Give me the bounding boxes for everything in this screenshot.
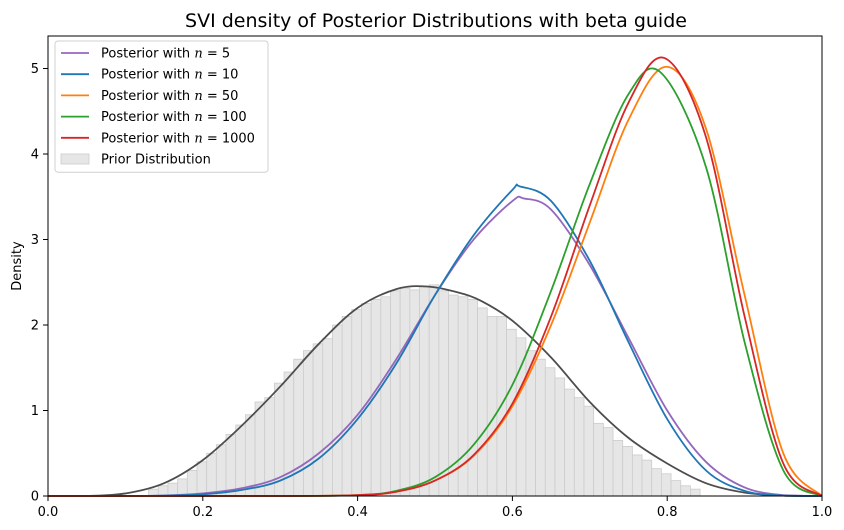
prior-hist-bar: [612, 440, 624, 497]
prior-hist-bar: [680, 485, 691, 497]
y-tick-label: 1: [31, 404, 39, 419]
series-lines: [48, 56, 823, 497]
prior-hist-bar: [670, 480, 682, 497]
prior-hist-bar: [631, 454, 643, 497]
prior-hist-bar: [690, 488, 701, 497]
prior-hist-bar: [390, 290, 401, 497]
y-tick-label: 4: [31, 147, 39, 162]
prior-hist-bar: [380, 296, 391, 497]
x-tick-label: 0.8: [657, 505, 678, 520]
y-tick-label: 0: [31, 490, 39, 505]
prior-hist-bar: [573, 397, 585, 497]
prior-hist-bar: [399, 287, 411, 497]
prior-hist-bar: [157, 485, 169, 497]
prior-hist-bar: [186, 469, 198, 497]
series-line-1: [48, 183, 823, 497]
x-tick-label: 1.0: [812, 505, 833, 520]
plot-frame: [47, 35, 823, 497]
prior-hist-bar: [486, 316, 498, 497]
y-tick-label: 5: [31, 62, 39, 77]
prior-hist-bar: [322, 338, 333, 497]
prior-hist-bar: [409, 289, 420, 497]
x-tick-label: 0.4: [347, 505, 368, 520]
prior-hist-bar: [303, 350, 314, 497]
prior-hist-bar: [535, 358, 546, 497]
prior-hist-bar: [515, 337, 527, 497]
prior-hist-bar: [206, 452, 217, 497]
prior-hist-bar: [564, 388, 575, 497]
prior-hist-bar: [341, 316, 353, 497]
prior-hist-bar: [215, 444, 227, 497]
legend-label-2: Posterior with n = 50: [101, 89, 238, 104]
prior-hist-bar: [351, 309, 362, 497]
x-tick-label: 0.0: [38, 505, 59, 520]
prior-hist-bar: [370, 298, 382, 497]
legend-label-3: Posterior with n = 100: [101, 110, 247, 125]
chart-title: SVI density of Posterior Distributions w…: [185, 10, 687, 32]
legend-label-0: Posterior with n = 5: [101, 47, 230, 62]
prior-hist-bar: [448, 294, 459, 497]
y-tick-label: 2: [31, 318, 39, 333]
x-tick-label: 0.2: [192, 505, 213, 520]
prior-hist-bar: [312, 343, 324, 497]
prior-hist-bar: [293, 358, 304, 497]
prior-hist-bar: [544, 367, 556, 497]
prior-hist-bar: [235, 424, 246, 497]
prior-hist-bar: [477, 307, 488, 497]
prior-hist-bar: [554, 377, 566, 497]
y-tick-label: 3: [31, 233, 39, 248]
prior-hist-bar: [641, 459, 653, 497]
legend-box: [54, 40, 269, 173]
x-tick-label: 0.6: [502, 505, 523, 520]
prior-hist-bar: [467, 298, 478, 497]
prior-hist-bar: [254, 401, 266, 497]
prior-hist-bar: [660, 473, 672, 497]
prior-hist-bar: [593, 422, 604, 497]
prior-hist-bar: [602, 427, 614, 497]
prior-hist-bar: [196, 461, 208, 497]
prior-kde-line: [48, 285, 823, 497]
prior-hist-bar: [177, 478, 188, 497]
legend-label-4: Posterior with n = 1000: [101, 131, 255, 146]
prior-hist-bar: [651, 468, 662, 497]
prior-hist-bar: [244, 414, 256, 497]
y-axis: 0 1 2 3 4 5: [31, 62, 48, 505]
legend: Posterior with n = 5 Posterior with n = 1…: [54, 40, 269, 173]
prior-hist-bar: [167, 482, 179, 497]
prior-hist-bar: [622, 446, 633, 497]
legend-label-prior: Prior Distribution: [101, 153, 211, 168]
x-axis: 0.0 0.2 0.4 0.6 0.8 1.0: [38, 496, 833, 520]
series-line-4: [48, 56, 823, 497]
prior-hist-bar: [332, 324, 343, 497]
prior-hist-bar: [583, 405, 595, 497]
legend-label-1: Posterior with n = 10: [101, 68, 238, 83]
y-axis-label: Density: [10, 241, 25, 291]
prior-hist-bar: [428, 284, 440, 497]
prior-hist-bar: [438, 290, 449, 497]
legend-swatch-prior: [60, 153, 90, 165]
prior-hist-bar: [225, 434, 237, 497]
